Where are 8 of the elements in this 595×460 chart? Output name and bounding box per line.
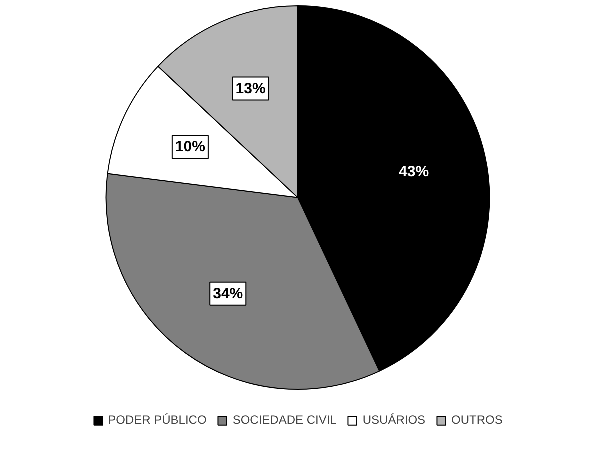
legend-label: USUÁRIOS xyxy=(362,413,426,427)
data-label: 10% xyxy=(175,138,206,156)
data-label: 43% xyxy=(399,163,430,180)
legend-label: PODER PÚBLICO xyxy=(108,413,207,427)
legend-label: OUTROS xyxy=(452,413,503,427)
data-label: 34% xyxy=(213,285,244,302)
legend-label: SOCIEDADE CIVIL xyxy=(232,413,337,427)
data-label: 13% xyxy=(236,80,266,98)
